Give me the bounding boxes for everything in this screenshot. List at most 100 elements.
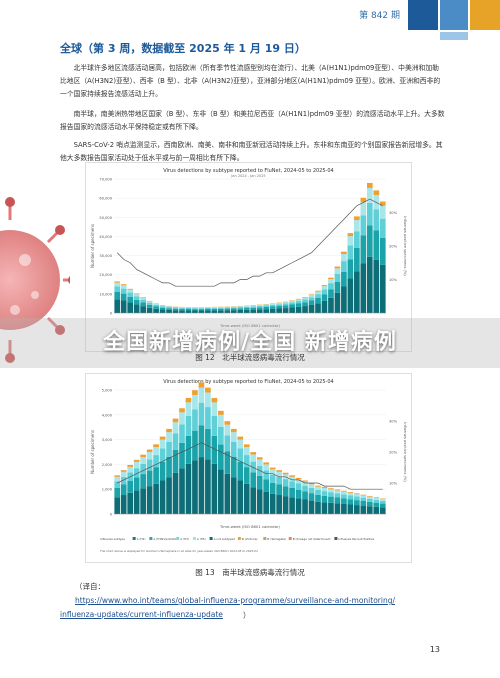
bar-segment — [308, 484, 315, 488]
bar-segment — [341, 271, 347, 287]
bar-segment — [159, 439, 166, 449]
bar-segment — [230, 306, 237, 308]
legend-swatch — [192, 537, 196, 540]
bar-segment — [379, 218, 386, 238]
bar-segment — [373, 209, 380, 231]
bar-segment — [289, 497, 295, 514]
source-link-line-2[interactable]: influenza-updates/current-influenza-upda… — [60, 610, 223, 619]
bar-segment — [211, 308, 218, 311]
bar-segment — [140, 302, 146, 307]
bar-segment — [315, 297, 321, 304]
bar-segment — [146, 307, 153, 313]
bar-segment — [179, 412, 185, 425]
y-tick-label: 5,000 — [102, 389, 113, 393]
y-tick-label: 0 — [110, 312, 113, 316]
bar-segment — [230, 308, 237, 311]
section-title: 全球（第 3 周，数据截至 2025 年 1 月 19 日） — [60, 42, 306, 55]
bar-segment — [347, 245, 354, 260]
bar-segment — [172, 433, 179, 450]
bar-segment — [185, 402, 192, 416]
bar-segment — [205, 407, 211, 429]
bar-segment — [328, 496, 334, 503]
bar-segment — [302, 299, 308, 303]
bar-segment — [205, 459, 211, 514]
bar-segment — [127, 289, 134, 293]
page-number: 13 — [429, 645, 440, 654]
bar-segment — [354, 247, 360, 272]
bar-segment — [302, 499, 308, 514]
bar-segment — [192, 309, 198, 311]
bar-segment — [263, 309, 270, 313]
bar-segment — [133, 299, 140, 305]
bar-segment — [256, 307, 263, 310]
bar-segment — [237, 439, 244, 449]
bar-segment — [127, 302, 134, 313]
bar-segment — [334, 493, 341, 498]
bar-segment — [276, 305, 282, 309]
bar-segment — [127, 288, 134, 290]
bar-segment — [250, 472, 257, 488]
bar-segment — [289, 481, 295, 488]
bar-segment — [256, 457, 263, 460]
source-label: （译自： — [75, 582, 105, 591]
bar-segment — [140, 297, 146, 300]
bar-segment — [224, 435, 231, 452]
bar-segment — [237, 309, 244, 313]
bar-segment — [289, 302, 295, 305]
bar-segment — [218, 410, 224, 415]
bar-segment — [192, 308, 198, 310]
paragraph-northern: 北半球许多地区流感活动居高，包括欧洲（所有季节性流感型别均在流行）、北美（A(H… — [60, 64, 441, 98]
bar-segment — [179, 307, 185, 308]
bar-segment — [269, 304, 276, 307]
bar-segment — [256, 459, 263, 466]
bar-segment — [250, 306, 257, 308]
bar-segment — [205, 392, 211, 408]
bar-segment — [302, 480, 308, 482]
legend-item: Influenza subtype — [100, 537, 125, 541]
bar-segment — [282, 472, 289, 475]
bar-segment — [334, 281, 341, 293]
bar-segment — [263, 470, 270, 480]
bar-segment — [185, 307, 192, 309]
bar-segment — [198, 382, 205, 388]
bar-segment — [347, 492, 354, 493]
bar-segment — [185, 308, 192, 311]
bar-segment — [354, 500, 360, 506]
legend-swatch — [288, 537, 292, 540]
bar-segment — [269, 474, 276, 483]
bar-segment — [360, 500, 367, 506]
bar-segment — [218, 307, 224, 309]
bar-segment — [282, 302, 289, 304]
bar-segment — [302, 485, 308, 492]
bar-segment — [230, 456, 237, 478]
bar-segment — [179, 442, 185, 469]
legend-swatch — [132, 537, 136, 540]
y-axis-label: Number of specimens — [90, 224, 95, 268]
bar-segment — [198, 307, 205, 309]
y2-tick-label: 20% — [389, 451, 398, 455]
bar-segment — [185, 435, 192, 464]
source-link-line-1[interactable]: https://www.who.int/teams/global-influen… — [75, 596, 395, 605]
bar-segment — [146, 459, 153, 471]
bar-segment — [373, 259, 380, 313]
bar-segment — [295, 479, 302, 484]
bar-segment — [159, 461, 166, 481]
bar-segment — [192, 460, 198, 514]
bar-segment — [347, 236, 354, 246]
bar-segment — [185, 415, 192, 436]
bar-segment — [308, 295, 315, 298]
bar-segment — [282, 303, 289, 306]
bar-segment — [146, 470, 153, 487]
bar-segment — [321, 486, 328, 488]
bar-segment — [250, 461, 257, 473]
bar-segment — [256, 475, 263, 490]
bar-segment — [328, 283, 334, 290]
bar-segment — [114, 291, 121, 300]
bar-segment — [146, 304, 153, 308]
y-tick-label: 20,000 — [99, 273, 112, 277]
bar-segment — [243, 467, 250, 484]
bar-segment — [289, 304, 295, 308]
corner-decoration — [408, 0, 500, 40]
bar-segment — [295, 299, 302, 302]
bar-segment — [185, 463, 192, 514]
